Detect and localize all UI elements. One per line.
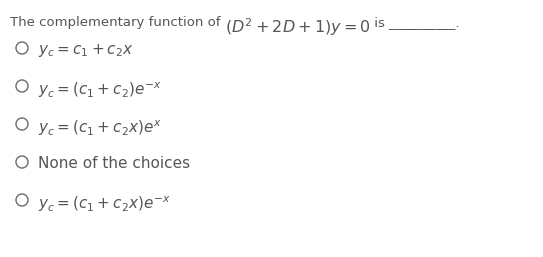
Text: is __________.: is __________. [370, 16, 460, 29]
Text: $y_c = (c_1 + c_2x)e^{x}$: $y_c = (c_1 + c_2x)e^{x}$ [38, 118, 162, 137]
Text: The complementary function of: The complementary function of [10, 16, 225, 29]
Text: $y_c = (c_1 + c_2x)e^{-x}$: $y_c = (c_1 + c_2x)e^{-x}$ [38, 194, 171, 214]
Text: $(D^2 + 2D + 1)y = 0$: $(D^2 + 2D + 1)y = 0$ [225, 16, 370, 38]
Text: None of the choices: None of the choices [38, 156, 190, 171]
Text: $y_c = c_1 + c_2x$: $y_c = c_1 + c_2x$ [38, 42, 134, 59]
Text: $y_c = (c_1 + c_2)e^{-x}$: $y_c = (c_1 + c_2)e^{-x}$ [38, 80, 162, 100]
Text: The complementary function of: The complementary function of [0, 246, 223, 257]
